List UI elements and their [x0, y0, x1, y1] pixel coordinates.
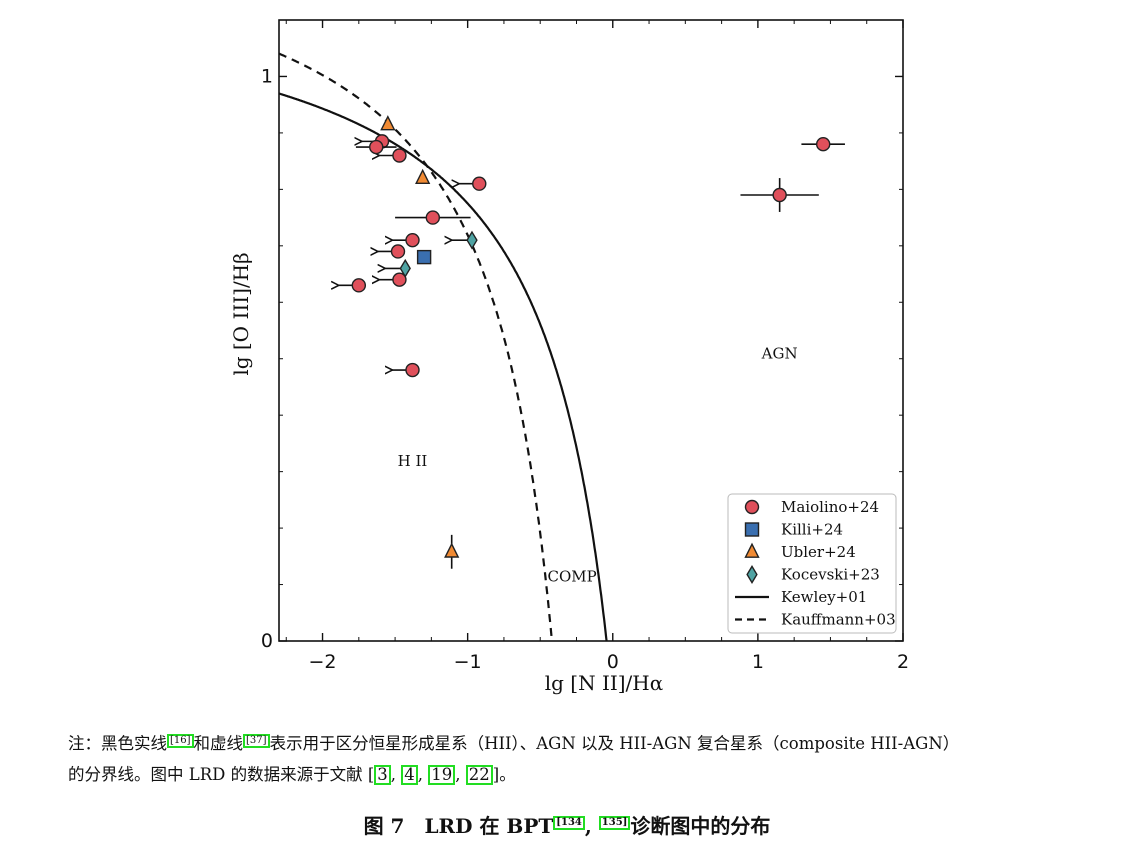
x-tick-label: −1: [454, 651, 482, 673]
legend: Maiolino+24 Killi+24 Ubler+24 Kocevski+23 Ke…: [727, 493, 897, 634]
legend-label: Kocevski+23: [781, 566, 880, 584]
kewley-curve: [279, 92, 608, 641]
marker-diamond: [746, 565, 758, 584]
data-point: [444, 534, 460, 569]
ref-link-kewley[interactable]: [16]: [167, 733, 194, 748]
legend-label: Killi+24: [781, 521, 843, 539]
y-axis-label: lg [O III]/Hβ: [229, 252, 253, 375]
region-label: COMP: [548, 568, 597, 586]
marker-triangle: [744, 542, 760, 558]
data-point: [379, 272, 407, 287]
data-point: [379, 148, 407, 163]
marker-circle: [405, 362, 420, 378]
y-tick-label: 0: [261, 630, 273, 652]
marker-square: [416, 249, 432, 265]
x-axis-label: lg [N II]/Hα: [545, 671, 664, 695]
data-point: [459, 176, 487, 191]
marker-circle: [392, 272, 407, 287]
kauffmann-curve: [279, 52, 554, 641]
data-point: [801, 136, 845, 152]
region-labels: H II AGN COMP: [398, 345, 798, 586]
ref-link-4[interactable]: 4: [401, 765, 418, 785]
caption-prefix: 图 7 LRD 在 BPT: [363, 814, 554, 838]
region-label: AGN: [761, 345, 798, 363]
legend-entry: Kewley+01: [735, 588, 867, 606]
data-point: [395, 210, 471, 225]
x-tick-label: 0: [607, 651, 619, 673]
marker-circle: [472, 176, 487, 191]
note-prefix: 注：黑色实线: [68, 734, 167, 753]
data-point: [452, 230, 478, 250]
marker-circle: [351, 278, 367, 293]
x-tick-label: 2: [897, 651, 909, 673]
legend-entry: Maiolino+24: [744, 498, 879, 516]
ref-link-22[interactable]: 22: [465, 765, 493, 785]
legend-entry: Ubler+24: [744, 542, 856, 561]
x-tick-label: −2: [309, 651, 337, 673]
note-mid: 和虚线: [193, 734, 244, 753]
x-tick-label: 1: [752, 651, 764, 673]
marker-circle: [772, 187, 787, 203]
legend-label: Maiolino+24: [781, 498, 879, 516]
marker-circle: [425, 210, 441, 225]
figure-note: 注：黑色实线 [16] 和虚线 [37] 表示用于区分恒星形成星系（HII）、AGN 以…: [68, 733, 960, 785]
data-point: [378, 244, 406, 259]
legend-entry: Kocevski+23: [746, 565, 880, 584]
data-points: [339, 115, 845, 569]
plot-frame: [278, 19, 904, 642]
data-point: [380, 115, 396, 131]
marker-circle: [744, 499, 760, 515]
marker-circle: [405, 232, 420, 248]
marker-circle: [390, 244, 406, 259]
data-point: [355, 139, 397, 155]
legend-box: [727, 493, 897, 634]
note-text-2a: 的分界线。图中 LRD 的数据来源于文献 [: [68, 765, 375, 784]
ref-link-19[interactable]: 19: [428, 765, 456, 785]
figure-caption: 图 7 LRD 在 BPT [134, 135] 诊断图中的分布: [363, 814, 771, 838]
legend-label: Ubler+24: [781, 543, 856, 561]
legend-entry: Kauffmann+03: [735, 611, 896, 629]
data-point: [339, 278, 367, 293]
marker-triangle: [380, 115, 396, 131]
legend-entry: Killi+24: [744, 521, 843, 539]
data-point: [416, 249, 432, 265]
ref-link-3[interactable]: 3: [374, 765, 391, 785]
marker-circle: [369, 139, 384, 155]
legend-label: Kewley+01: [781, 588, 867, 606]
marker-circle: [392, 148, 407, 163]
demarcation-curves: [279, 52, 608, 641]
data-point: [393, 362, 420, 378]
bpt-chart: −2 −1 0 1 2 0 1 H II AGN COMP lg [N II]/Hα lg [O…: [229, 19, 909, 695]
note-text-2b: ]。: [492, 765, 516, 784]
y-tick-label: 1: [261, 65, 273, 87]
region-label: H II: [398, 452, 428, 470]
axis-ticks: −2 −1 0 1 2 0 1: [261, 19, 909, 673]
ref-link-kauffmann[interactable]: [37]: [243, 733, 270, 748]
data-point: [415, 168, 431, 184]
marker-diamond: [399, 258, 411, 278]
data-point: [385, 258, 411, 278]
marker-diamond: [466, 230, 478, 250]
marker-circle: [815, 136, 831, 152]
marker-square: [744, 522, 760, 537]
note-text-1: 表示用于区分恒星形成星系（HII）、AGN 以及 HII-AGN 复合星系（co…: [269, 734, 960, 753]
marker-triangle: [444, 542, 460, 558]
data-point: [393, 232, 420, 248]
marker-triangle: [415, 168, 431, 184]
caption-ref-134[interactable]: [134: [553, 816, 585, 831]
caption-ref-135[interactable]: 135]: [598, 816, 631, 831]
legend-label: Kauffmann+03: [781, 611, 896, 629]
data-point: [740, 178, 819, 212]
caption-suffix: 诊断图中的分布: [630, 814, 771, 838]
